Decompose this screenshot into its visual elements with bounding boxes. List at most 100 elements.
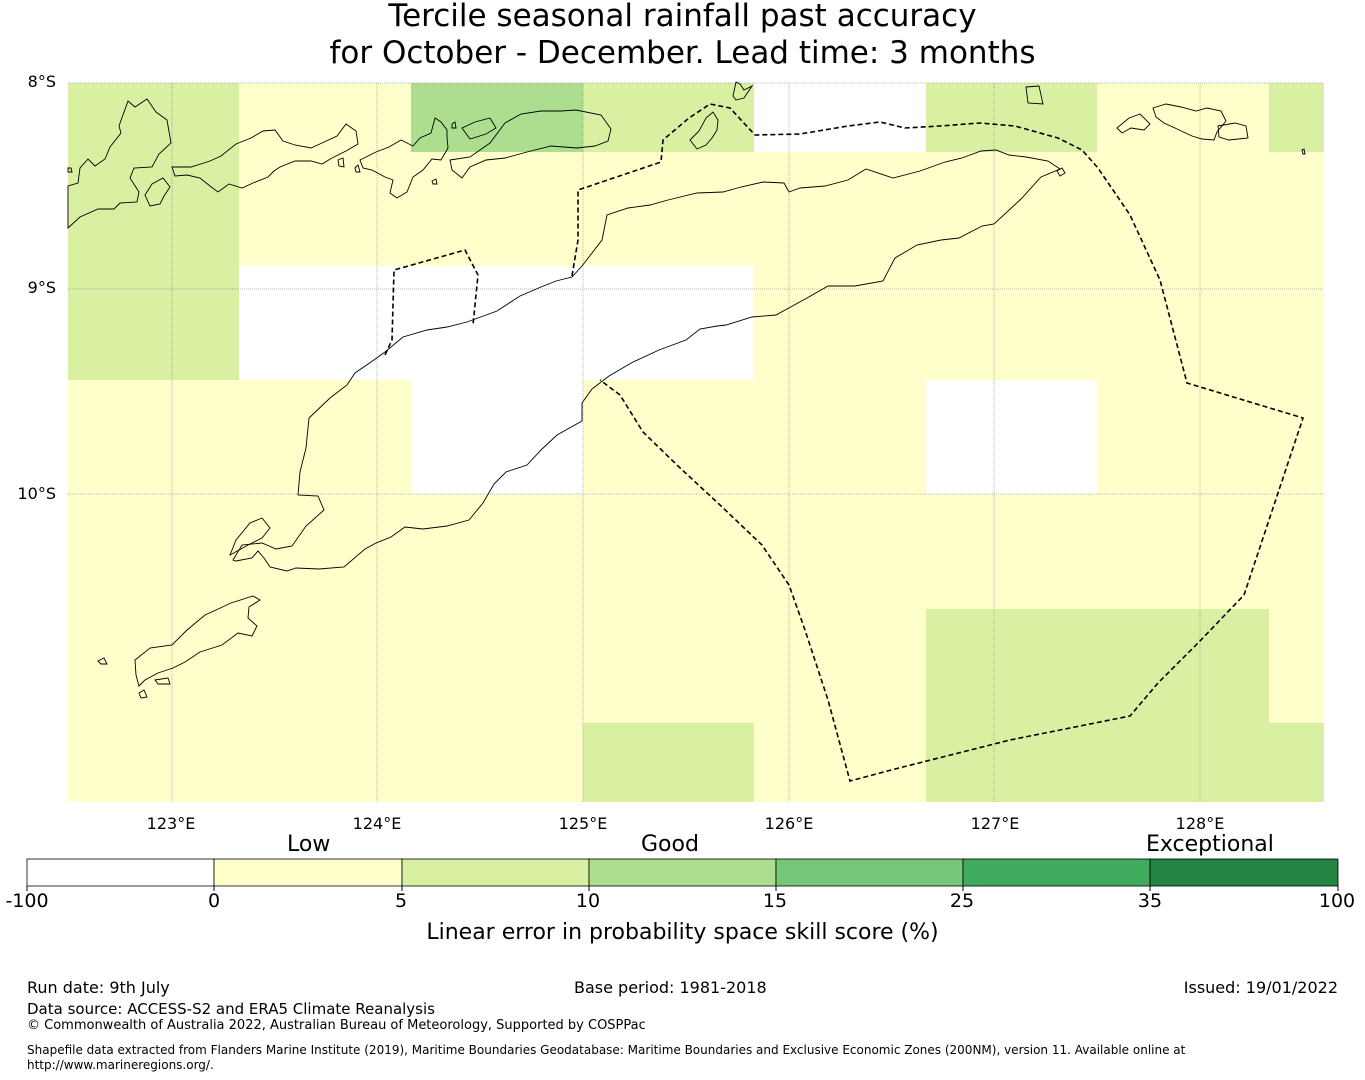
lon-label-126e: 126°E bbox=[764, 814, 814, 833]
issued-date: Issued: 19/01/2022 bbox=[1183, 978, 1338, 997]
coastlines bbox=[67, 81, 1306, 699]
colorbar-tick-label: 100 bbox=[1318, 890, 1356, 912]
islet-a-coastline bbox=[461, 117, 497, 140]
grid-cell bbox=[583, 380, 754, 494]
shapefile-credit: Shapefile data extracted from Flanders M… bbox=[27, 1043, 1186, 1057]
maritime-boundary bbox=[384, 103, 1305, 782]
base-period: Base period: 1981-2018 bbox=[574, 978, 767, 997]
grid-cell bbox=[926, 83, 1097, 152]
colorbar-swatch bbox=[213, 858, 403, 887]
timor-coastline bbox=[232, 149, 1061, 572]
timor-leste-eez-boundary bbox=[571, 103, 1305, 782]
grid-cell bbox=[68, 266, 239, 380]
colorbar-swatch bbox=[1149, 858, 1339, 887]
grid-cell bbox=[239, 83, 411, 152]
grid-cell bbox=[926, 609, 1097, 723]
grid-cell bbox=[754, 152, 926, 266]
lon-label-123e: 123°E bbox=[146, 814, 196, 833]
grid-cell bbox=[411, 83, 583, 152]
grid-cell bbox=[926, 266, 1097, 380]
ndao-island-coastline bbox=[97, 657, 108, 665]
grid-cell bbox=[411, 494, 583, 609]
grid-cell bbox=[926, 380, 1097, 494]
lat-label-9s: 9°S bbox=[27, 278, 56, 297]
grid-cell bbox=[754, 380, 926, 494]
islet-f-coastline bbox=[1056, 167, 1066, 177]
colorbar-tick-label: 25 bbox=[949, 890, 975, 912]
colorbar-swatch bbox=[962, 858, 1151, 887]
chart-title-line-1: Tercile seasonal rainfall past accuracy bbox=[388, 0, 977, 34]
lon-label-125e: 125°E bbox=[558, 814, 608, 833]
copyright: © Commonwealth of Australia 2022, Austra… bbox=[27, 1018, 646, 1033]
grid-cell bbox=[1269, 380, 1324, 494]
islet-h-coastline bbox=[67, 167, 73, 173]
grid-cell bbox=[1097, 266, 1269, 380]
colorbar bbox=[26, 858, 1339, 891]
graticule bbox=[68, 82, 1324, 802]
colorbar-tick-label: 35 bbox=[1137, 890, 1163, 912]
grid-cell bbox=[754, 723, 926, 802]
grid-cell bbox=[1097, 494, 1269, 609]
grid-cell bbox=[583, 152, 754, 266]
grid-cell bbox=[583, 266, 754, 380]
wetar-piece-coastline bbox=[732, 81, 754, 101]
grid-cell bbox=[68, 494, 239, 609]
grid-cell bbox=[411, 609, 583, 723]
flores-coastline bbox=[67, 98, 172, 230]
moa-coastline bbox=[1217, 122, 1249, 141]
grid-cell bbox=[754, 609, 926, 723]
grid-cell bbox=[1269, 723, 1324, 802]
grid-cell bbox=[68, 723, 239, 802]
grid-cell bbox=[411, 380, 583, 494]
islet-d-coastline bbox=[431, 178, 438, 185]
lat-label-10s: 10°S bbox=[17, 484, 56, 503]
grid-cell bbox=[411, 152, 583, 266]
islet-g-coastline bbox=[1301, 148, 1306, 155]
grid-cell bbox=[583, 723, 754, 802]
colorbar-tick-label: 10 bbox=[575, 890, 601, 912]
atauro-coastline bbox=[689, 111, 719, 150]
grid-cell bbox=[1097, 152, 1269, 266]
grid-cell bbox=[1097, 380, 1269, 494]
grid-cell bbox=[926, 494, 1097, 609]
colorbar-tick-label: 15 bbox=[762, 890, 788, 912]
grid-cell bbox=[68, 152, 239, 266]
small-islet-2-coastline bbox=[154, 677, 171, 685]
grid-cell bbox=[68, 609, 239, 723]
lomblen-coastline bbox=[171, 123, 359, 193]
colorbar-title: Linear error in probability space skill … bbox=[426, 920, 939, 945]
colorbar-swatch bbox=[775, 858, 964, 887]
grid-cell bbox=[583, 609, 754, 723]
grid-cell bbox=[754, 494, 926, 609]
lembata-west-coastline bbox=[144, 177, 171, 207]
leti-coastline bbox=[1152, 103, 1227, 141]
colorbar-swatch bbox=[588, 858, 777, 887]
colorbar-tick-label: 0 bbox=[207, 890, 221, 912]
grid-cell bbox=[1269, 152, 1324, 266]
islet-c-coastline bbox=[337, 157, 345, 168]
legend-category-exceptional: Exceptional bbox=[1146, 832, 1274, 857]
islet-e-coastline bbox=[354, 164, 361, 173]
grid-cell bbox=[1097, 83, 1269, 152]
grid-cell bbox=[239, 266, 411, 380]
lat-label-8s: 8°S bbox=[27, 72, 56, 91]
romang-coastline bbox=[1116, 113, 1151, 134]
grid-cell bbox=[926, 723, 1097, 802]
alor-coastline bbox=[449, 109, 612, 179]
grid-cell bbox=[1269, 494, 1324, 609]
semau-coastline bbox=[229, 517, 271, 557]
data-source: Data source: ACCESS-S2 and ERA5 Climate … bbox=[27, 1000, 435, 1018]
colorbar-swatch bbox=[26, 858, 215, 887]
grid-cell bbox=[583, 83, 754, 152]
grid-cell bbox=[239, 380, 411, 494]
grid-cell bbox=[1097, 609, 1269, 723]
rote-island-coastline bbox=[134, 595, 261, 687]
colorbar-swatch bbox=[401, 858, 590, 887]
grid-cell bbox=[239, 152, 411, 266]
run-date: Run date: 9th July bbox=[27, 978, 170, 997]
grid-cell bbox=[239, 609, 411, 723]
chart-title-line-2: for October - December. Lead time: 3 mon… bbox=[329, 35, 1036, 71]
grid-cell bbox=[1269, 609, 1324, 723]
grid-cell bbox=[583, 494, 754, 609]
